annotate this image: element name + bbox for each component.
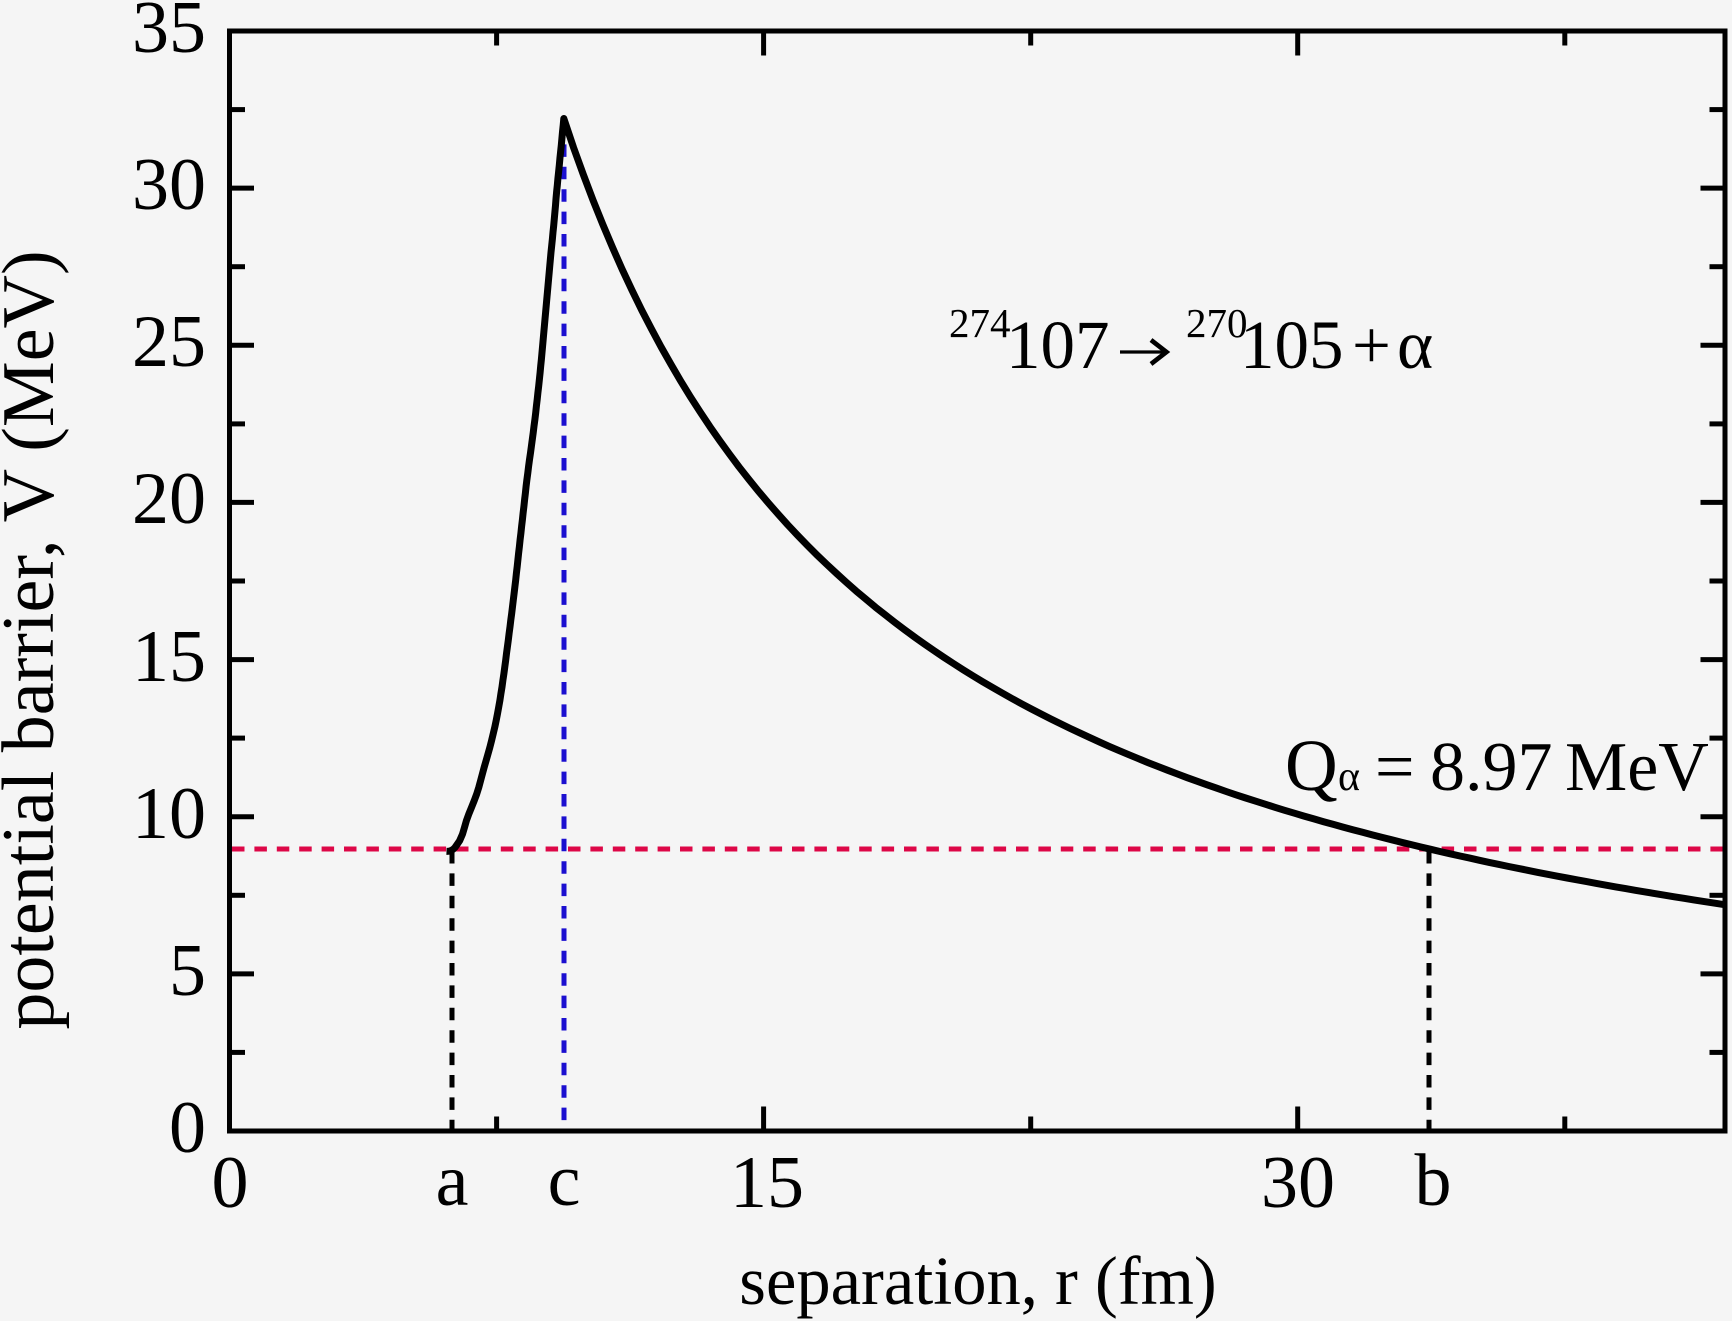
svg-text:105: 105 [1240, 307, 1344, 383]
svg-text:a: a [436, 1140, 469, 1222]
svg-text:274: 274 [949, 300, 1011, 346]
svg-text:+: + [1352, 307, 1391, 383]
svg-text:30: 30 [132, 144, 206, 226]
svg-text:Q: Q [1285, 725, 1338, 806]
svg-text:25: 25 [132, 301, 206, 383]
svg-text:c: c [548, 1140, 581, 1222]
svg-text:107: 107 [1006, 307, 1110, 383]
svg-text:15: 15 [730, 1142, 804, 1224]
svg-text:5: 5 [169, 930, 206, 1012]
svg-text:270: 270 [1186, 300, 1248, 346]
svg-text:α: α [1338, 754, 1360, 800]
svg-text:15: 15 [132, 616, 206, 698]
svg-text:separation, r (fm): separation, r (fm) [739, 1243, 1216, 1319]
svg-text:10: 10 [132, 773, 206, 855]
svg-text:b: b [1415, 1140, 1452, 1222]
svg-text:30: 30 [1261, 1142, 1335, 1224]
svg-text:potential barrier, V (MeV): potential barrier, V (MeV) [0, 250, 70, 1029]
svg-text:0: 0 [169, 1087, 206, 1169]
svg-text:α: α [1397, 307, 1433, 383]
svg-text:MeV: MeV [1565, 729, 1709, 806]
svg-text:35: 35 [132, 0, 206, 69]
svg-text:0: 0 [212, 1142, 249, 1224]
svg-text:=: = [1375, 729, 1414, 806]
svg-text:8.97: 8.97 [1430, 729, 1553, 806]
svg-text:20: 20 [132, 458, 206, 540]
